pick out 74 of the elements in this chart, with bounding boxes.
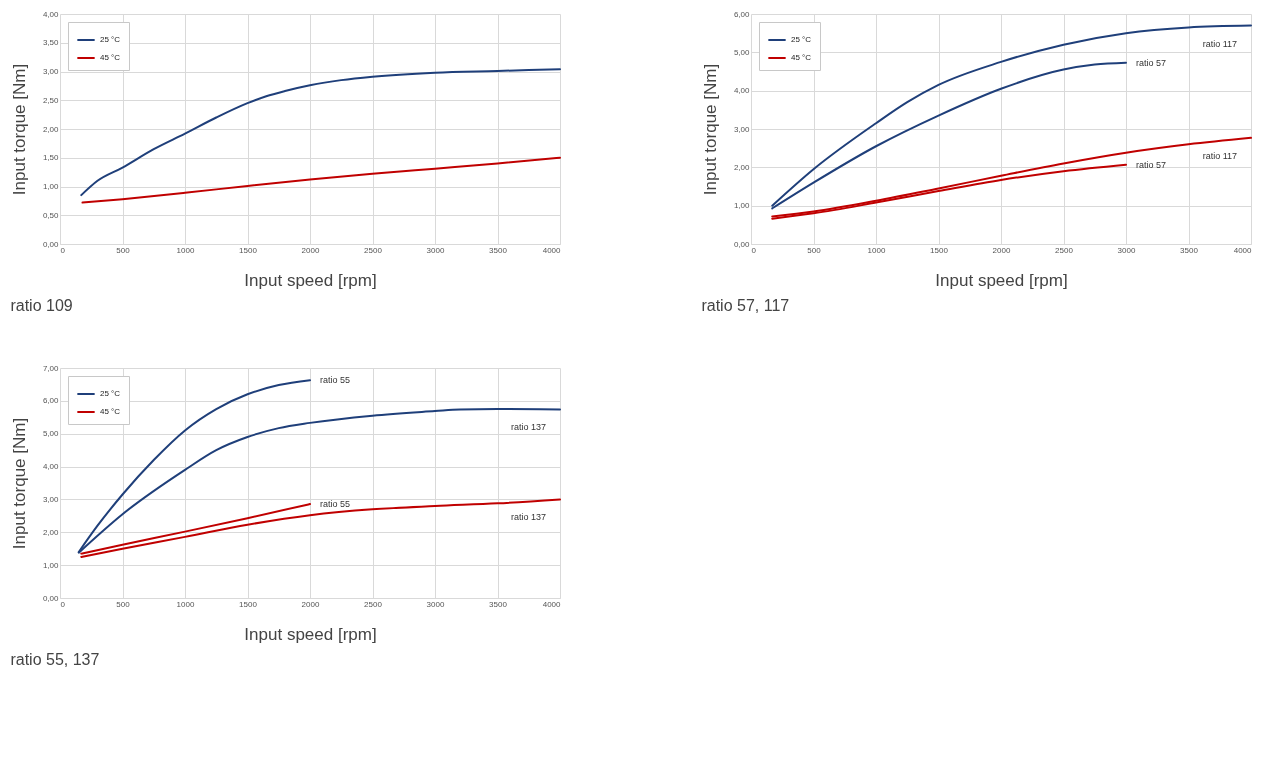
text: ratio 55, 137 bbox=[10, 651, 100, 668]
y-tick-label: 7,00 bbox=[42, 363, 60, 373]
y-axis-title: Input torque [Nm] bbox=[700, 63, 720, 196]
x-tick-label: 3500 bbox=[489, 599, 508, 609]
y-tick-label: 5,00 bbox=[733, 47, 751, 57]
x-axis-title: Input speed [rpm] bbox=[244, 270, 377, 290]
x-tick-label: 500 bbox=[116, 599, 131, 609]
x-tick-label: 1000 bbox=[176, 599, 195, 609]
y-tick-label: 0,00 bbox=[42, 239, 60, 249]
x-tick-label: 2000 bbox=[301, 599, 320, 609]
y-tick-label: 1,50 bbox=[42, 153, 60, 163]
x-tick-label: 3000 bbox=[1117, 245, 1136, 255]
x-tick-label: 4000 bbox=[542, 599, 562, 609]
y-axis-title: Input torque [Nm] bbox=[9, 417, 29, 550]
annotation: ratio 57 bbox=[1136, 57, 1167, 68]
annotation: ratio 55 bbox=[320, 375, 351, 386]
y-tick-label: 2,00 bbox=[42, 527, 60, 537]
legend-label: 45 °C bbox=[100, 407, 121, 416]
x-tick-label: 3000 bbox=[426, 245, 445, 255]
legend-label: 25 °C bbox=[100, 35, 121, 44]
legend-label: 45 °C bbox=[100, 53, 121, 62]
x-tick-label: 2500 bbox=[364, 599, 383, 609]
x-tick-label: 1500 bbox=[930, 245, 949, 255]
y-tick-label: 0,50 bbox=[42, 210, 60, 220]
text: ratio 109 bbox=[10, 297, 73, 314]
y-tick-label: 4,00 bbox=[42, 9, 60, 19]
x-tick-label: 500 bbox=[807, 245, 822, 255]
y-tick-label: 4,00 bbox=[42, 462, 60, 472]
x-axis-title: Input speed [rpm] bbox=[935, 270, 1068, 290]
annotation: ratio 55 bbox=[320, 499, 351, 510]
y-axis-title: Input torque [Nm] bbox=[9, 63, 29, 196]
y-tick-label: 3,00 bbox=[42, 67, 60, 76]
x-tick-label: 0 bbox=[751, 245, 757, 255]
y-tick-label: 6,00 bbox=[42, 396, 60, 406]
x-tick-label: 2500 bbox=[1055, 245, 1074, 255]
x-tick-label: 3500 bbox=[489, 245, 508, 255]
y-tick-label: 2,00 bbox=[42, 124, 60, 134]
y-tick-label: 3,00 bbox=[42, 494, 60, 504]
legend-label: 25 °C bbox=[791, 35, 812, 44]
legend-label: 25 °C bbox=[100, 389, 121, 398]
x-tick-label: 1500 bbox=[239, 245, 258, 255]
y-tick-label: 2,00 bbox=[733, 162, 751, 172]
x-tick-label: 1000 bbox=[867, 245, 886, 255]
annotation: ratio 137 bbox=[510, 422, 546, 433]
legend-label: 45 °C bbox=[791, 53, 812, 62]
x-tick-label: 2500 bbox=[364, 245, 383, 255]
x-tick-label: 2000 bbox=[992, 245, 1011, 255]
y-tick-label: 1,00 bbox=[42, 182, 60, 191]
x-tick-label: 3000 bbox=[426, 599, 445, 609]
x-tick-label: 1500 bbox=[239, 599, 258, 609]
y-tick-label: 0,00 bbox=[42, 593, 60, 603]
annotation: ratio 117 bbox=[1202, 150, 1237, 161]
x-tick-label: 0 bbox=[60, 245, 66, 255]
y-tick-label: 2,50 bbox=[42, 95, 60, 105]
x-tick-label: 2000 bbox=[301, 245, 320, 255]
annotation: ratio 137 bbox=[510, 512, 546, 523]
x-tick-label: 4000 bbox=[1233, 245, 1253, 255]
y-tick-label: 1,00 bbox=[733, 201, 751, 211]
y-tick-label: 4,00 bbox=[733, 86, 751, 96]
y-tick-label: 3,00 bbox=[733, 124, 751, 134]
text: ratio 57, 117 bbox=[701, 297, 790, 314]
y-tick-label: 1,00 bbox=[42, 560, 60, 570]
x-tick-label: 3500 bbox=[1180, 245, 1199, 255]
y-tick-label: 3,50 bbox=[42, 38, 60, 48]
x-tick-label: 500 bbox=[116, 245, 131, 255]
x-tick-label: 0 bbox=[60, 599, 66, 609]
x-tick-label: 1000 bbox=[176, 245, 195, 255]
y-tick-label: 5,00 bbox=[42, 429, 60, 439]
x-axis-title: Input speed [rpm] bbox=[244, 624, 377, 644]
x-tick-label: 4000 bbox=[542, 245, 562, 255]
y-tick-label: 0,00 bbox=[733, 239, 751, 249]
y-tick-label: 6,00 bbox=[733, 9, 751, 19]
annotation: ratio 57 bbox=[1136, 159, 1167, 170]
annotation: ratio 117 bbox=[1202, 38, 1237, 49]
